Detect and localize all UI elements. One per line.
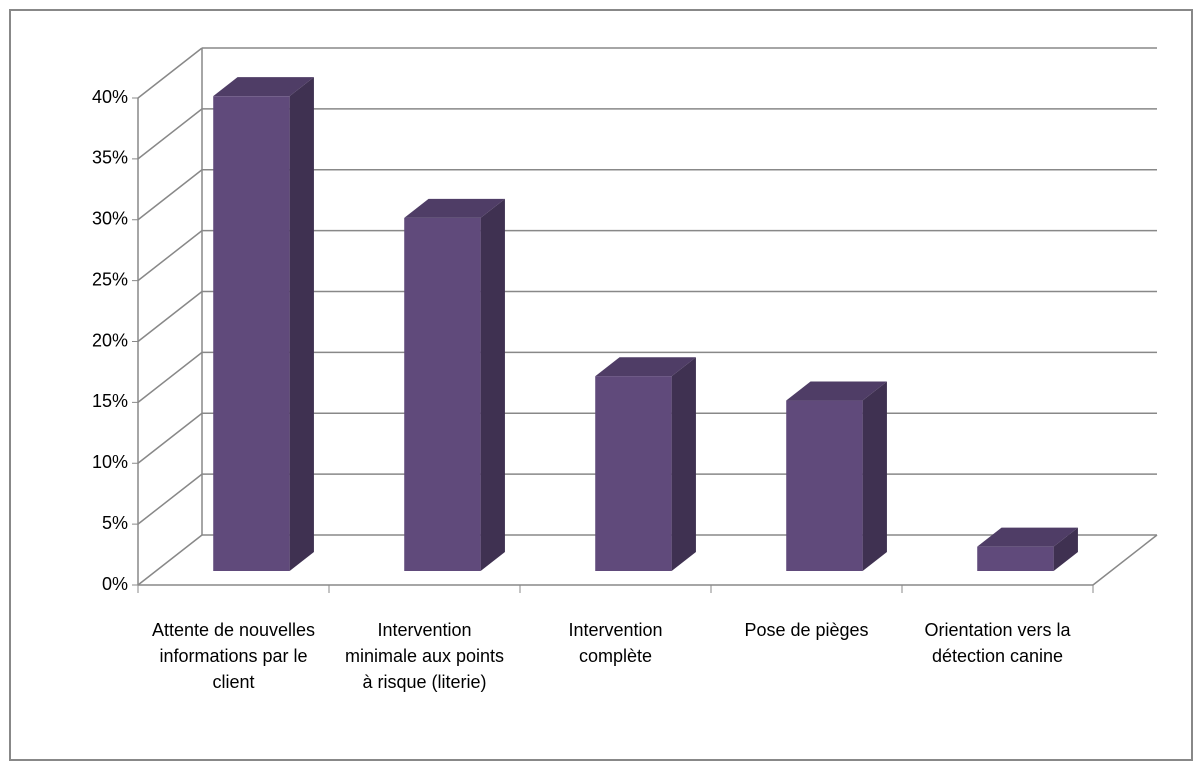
grid-side — [137, 290, 203, 343]
bar-top — [977, 527, 1078, 547]
bar-side — [480, 198, 505, 572]
floor-right — [1092, 534, 1158, 586]
x-tick-label: Intervention complète — [568, 620, 663, 666]
bar-top — [595, 357, 696, 377]
grid-side — [137, 534, 203, 586]
y-tick-label: 25% — [92, 269, 128, 289]
bar-top — [404, 198, 505, 218]
x-tick-label: Orientation vers la détection canine — [924, 620, 1071, 666]
y-tick-label: 15% — [92, 391, 128, 411]
x-tick-label: Attente de nouvelles informations par le… — [151, 620, 316, 692]
y-tick-label: 20% — [92, 330, 128, 350]
grid-side — [137, 108, 203, 160]
y-tick-label: 35% — [92, 148, 128, 168]
bar-side — [289, 77, 314, 572]
bar — [213, 96, 290, 572]
bar — [786, 400, 863, 571]
bar — [595, 376, 672, 571]
x-tick-label: Intervention minimale aux points à risqu… — [344, 620, 505, 692]
y-tick-label: 10% — [92, 452, 128, 472]
bar-top — [213, 77, 314, 97]
y-tick-label: 0% — [102, 574, 128, 594]
bar-side — [862, 381, 887, 571]
y-tick-label: 5% — [102, 513, 128, 533]
grid-side — [137, 351, 203, 403]
grid-side — [137, 169, 203, 221]
y-tick-label: 40% — [92, 87, 128, 107]
grid-side — [137, 412, 203, 464]
grid-side — [137, 47, 203, 99]
bar — [977, 546, 1054, 571]
y-tick-label: 30% — [92, 209, 128, 229]
x-tick-label: Pose de pièges — [744, 620, 869, 640]
bar — [404, 217, 481, 572]
bar-top — [786, 381, 887, 401]
bar-side — [671, 357, 696, 571]
grid-side — [137, 230, 203, 282]
bar-side — [1053, 527, 1078, 571]
frame — [9, 9, 1193, 761]
grid-side — [137, 473, 203, 525]
